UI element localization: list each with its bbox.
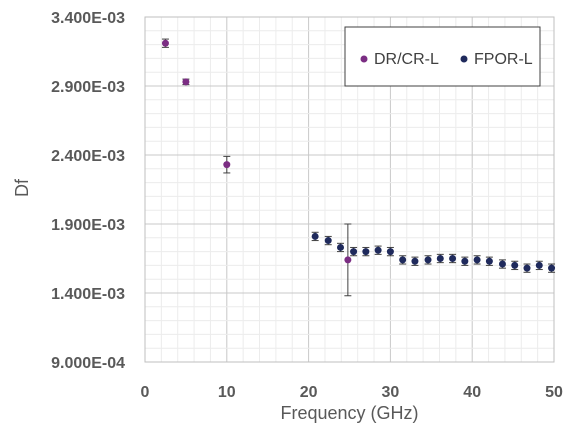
- legend-label-dr-cr-l: DR/CR-L: [374, 51, 439, 68]
- y-axis-title: Df: [12, 178, 32, 197]
- legend-label-fpor-l: FPOR-L: [474, 51, 533, 68]
- data-point: [535, 261, 543, 269]
- data-point: [473, 256, 481, 264]
- data-point: [548, 264, 556, 272]
- data-point: [411, 257, 419, 265]
- data-point: [324, 237, 332, 245]
- data-point: [374, 246, 382, 254]
- data-point: [399, 256, 407, 264]
- data-point: [511, 261, 519, 269]
- legend: DR/CR-L FPOR-L: [344, 26, 541, 87]
- data-point: [485, 257, 493, 265]
- plot-area: [144, 16, 555, 363]
- data-point: [337, 243, 345, 251]
- legend-marker-fpor-l: [460, 55, 468, 63]
- legend-marker-dr-cr-l: [360, 55, 368, 63]
- x-tick-label: 30: [382, 384, 400, 401]
- x-tick-label: 20: [300, 384, 318, 401]
- x-axis-title: Frequency (GHz): [280, 403, 418, 423]
- data-point: [344, 256, 352, 264]
- data-point: [424, 256, 432, 264]
- legend-box: [344, 26, 541, 87]
- data-point: [350, 248, 358, 256]
- x-tick-label: 50: [545, 384, 563, 401]
- y-tick-label: 2.400E-03: [51, 148, 125, 165]
- data-points: [161, 38, 556, 297]
- data-point: [223, 161, 231, 169]
- x-tick-label: 40: [463, 384, 481, 401]
- x-axis-ticks: 0 10 20 30 40 50: [141, 384, 563, 401]
- data-point: [523, 264, 531, 272]
- data-point: [362, 248, 370, 256]
- series-fpor-l: [311, 231, 556, 273]
- data-point: [161, 39, 169, 47]
- series-dr-cr-l: [161, 38, 352, 297]
- data-point: [461, 257, 469, 265]
- y-tick-label: 3.400E-03: [51, 10, 125, 27]
- data-point: [386, 248, 394, 256]
- y-axis-ticks: 9.000E-04 1.400E-03 1.900E-03 2.400E-03 2.90…: [51, 10, 125, 372]
- data-point: [311, 232, 319, 240]
- data-point: [498, 260, 506, 268]
- y-tick-label: 1.400E-03: [51, 286, 125, 303]
- data-point: [449, 255, 457, 262]
- data-point: [182, 78, 190, 86]
- y-tick-label: 1.900E-03: [51, 217, 125, 234]
- y-tick-label: 2.900E-03: [51, 79, 125, 96]
- x-tick-label: 10: [218, 384, 236, 401]
- y-tick-label: 9.000E-04: [51, 355, 125, 372]
- data-point: [436, 255, 444, 262]
- x-tick-label: 0: [141, 384, 150, 401]
